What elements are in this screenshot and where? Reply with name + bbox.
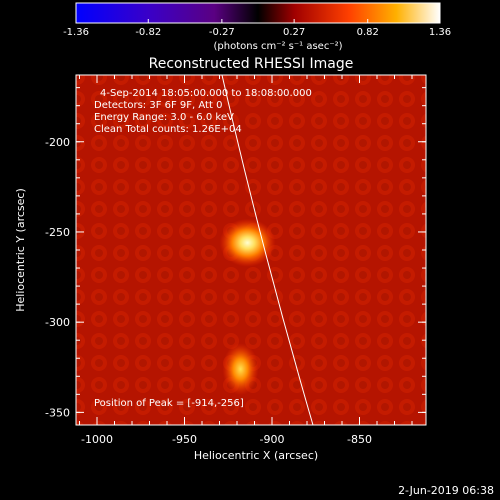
x-axis: -1000 -950 -900 -850	[79, 75, 413, 446]
colorbar-unit-label: (photons cm⁻² s⁻¹ asec⁻²)	[213, 41, 342, 52]
annotation-block: 4-Sep-2014 18:05:00.000 to 18:08:00.000 …	[94, 88, 312, 409]
y-axis: -200 -250 -300 -350	[45, 87, 426, 419]
x-tick-label: -950	[172, 433, 197, 446]
x-tick-label: -1000	[81, 433, 113, 446]
footer-date: 2-Jun-2019 06:38	[398, 484, 494, 497]
annotation-detectors: Detectors: 3F 6F 9F, Att 0	[94, 100, 222, 111]
annotation-clean: Clean Total counts: 1.26E+04	[94, 124, 242, 135]
colorbar-ticks: -1.36 -0.82 -0.27 0.27 0.82 1.36	[63, 19, 451, 38]
source-peak-1	[219, 218, 276, 267]
annotation-peak-position: Position of Peak = [-914,-256]	[94, 398, 244, 409]
colorbar-tick-label: 1.36	[429, 27, 451, 38]
colorbar-tick-label: -1.36	[63, 27, 89, 38]
annotation-time: 4-Sep-2014 18:05:00.000 to 18:08:00.000	[100, 88, 312, 99]
x-axis-label: Heliocentric X (arcsec)	[194, 449, 318, 462]
colorbar-gradient	[75, 2, 441, 24]
y-tick-label: -350	[45, 406, 70, 419]
colorbar: -1.36 -0.82 -0.27 0.27 0.82 1.36 (photons cm⁻…	[63, 2, 451, 52]
annotation-energy: Energy Range: 3.0 - 6.0 keV	[94, 112, 234, 123]
y-tick-label: -300	[45, 316, 70, 329]
colorbar-tick-label: -0.27	[209, 27, 235, 38]
heatmap-area	[76, 75, 426, 425]
y-axis-label: Heliocentric Y (arcsec)	[14, 188, 27, 312]
colorbar-tick-label: 0.82	[357, 27, 379, 38]
solar-limb-line	[221, 75, 314, 425]
y-tick-label: -200	[45, 136, 70, 149]
source-peak-2	[222, 343, 259, 396]
y-tick-label: -250	[45, 226, 70, 239]
colorbar-tick-label: 0.27	[283, 27, 305, 38]
chart-title: Reconstructed RHESSI Image	[149, 56, 354, 72]
x-tick-label: -850	[347, 433, 372, 446]
x-tick-label: -900	[260, 433, 285, 446]
colorbar-tick-label: -0.82	[135, 27, 161, 38]
